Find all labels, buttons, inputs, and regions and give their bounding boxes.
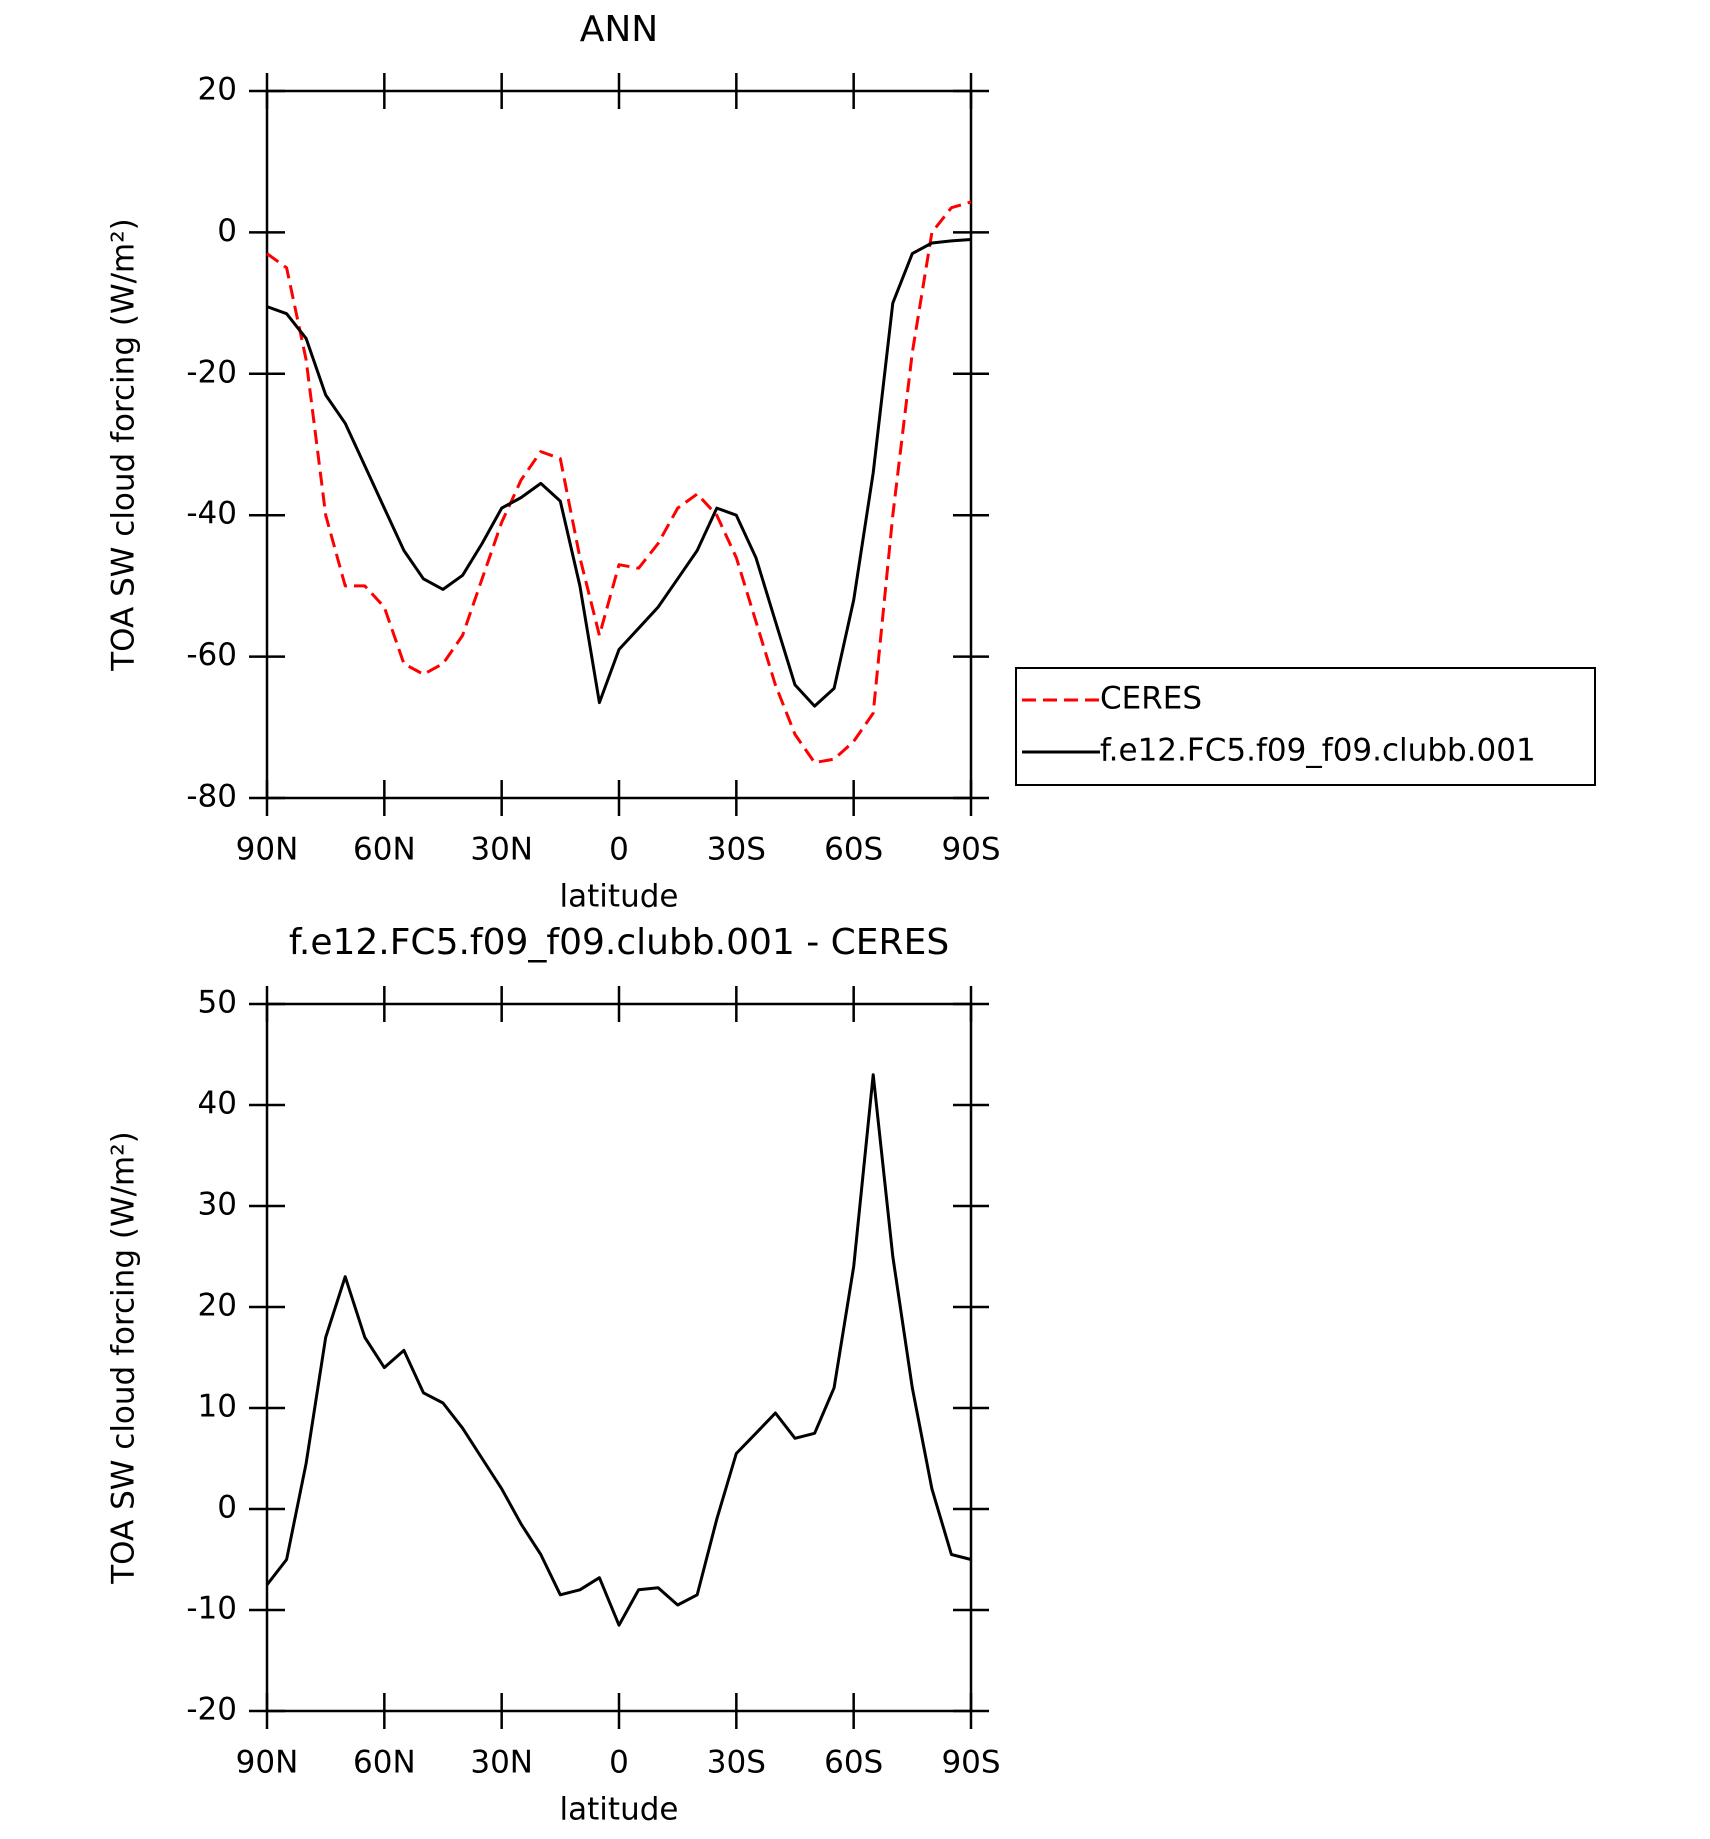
x-tick-label: 0 [609, 1745, 629, 1781]
y-tick-label: -60 [186, 637, 237, 673]
x-axis-label: latitude [560, 1792, 679, 1828]
x-tick-label: 90N [236, 832, 299, 868]
legend-label: f.e12.FC5.f09_f09.clubb.001 [1100, 733, 1536, 769]
y-tick-label: 0 [217, 1490, 237, 1526]
x-tick-label: 60S [824, 832, 883, 868]
y-tick-label: -20 [186, 1692, 237, 1728]
data-line [266, 200, 972, 765]
y-tick-label: -20 [186, 354, 237, 390]
x-tick-label: 30S [707, 832, 766, 868]
y-tick-label: 30 [198, 1187, 237, 1223]
x-tick-label: 30S [707, 1745, 766, 1781]
x-tick-label: 0 [609, 832, 629, 868]
y-tick-label: 20 [198, 1288, 237, 1324]
x-tick-label: 60S [824, 1745, 883, 1781]
y-tick-label: 0 [217, 213, 237, 249]
x-tick-label: 90N [236, 1745, 299, 1781]
x-tick-label: 30N [470, 832, 533, 868]
y-tick-label: 40 [198, 1086, 237, 1122]
data-line [266, 238, 972, 708]
chart-title: f.e12.FC5.f09_f09.clubb.001 - CERES [289, 922, 949, 963]
x-tick-label: 60N [353, 1745, 416, 1781]
x-axis-label: latitude [560, 879, 679, 915]
y-tick-label: 20 [198, 72, 237, 108]
plot-frame [265, 1002, 973, 1713]
legend-label: CERES [1100, 681, 1202, 717]
x-tick-label: 90S [941, 1745, 1000, 1781]
x-tick-label: 30N [470, 1745, 533, 1781]
plot-frame [265, 89, 973, 800]
y-axis-label: TOA SW cloud forcing (W/m²) [106, 1131, 142, 1585]
x-tick-label: 90S [941, 832, 1000, 868]
y-tick-label: 50 [198, 985, 237, 1021]
data-line [265, 1073, 972, 1627]
legend-box [1015, 667, 1596, 786]
x-tick-label: 60N [353, 832, 416, 868]
y-tick-label: -10 [186, 1591, 237, 1627]
chart-title: ANN [580, 9, 659, 50]
y-tick-label: 10 [198, 1389, 237, 1425]
y-tick-label: -40 [186, 496, 237, 532]
y-axis-label: TOA SW cloud forcing (W/m²) [106, 218, 142, 672]
y-tick-label: -80 [186, 779, 237, 815]
